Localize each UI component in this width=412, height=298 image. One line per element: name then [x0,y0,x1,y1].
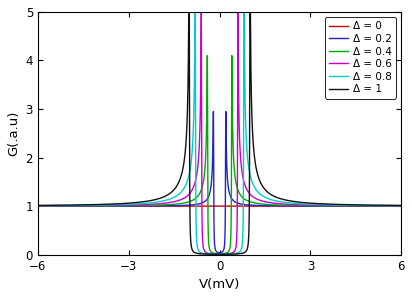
Δ = 1 [269,193,274,196]
Δ = 0.6 [35,204,40,208]
Δ = 1 [399,204,404,207]
Δ = 0.4 [35,204,40,208]
Δ = 0.8 [35,204,40,207]
Δ = 0 [126,204,131,208]
X-axis label: V(mV): V(mV) [199,278,240,291]
Δ = 1 [296,200,301,204]
Δ = 0.2 [269,204,274,207]
Δ = 0.4 [126,204,131,207]
Δ = 0.4 [217,252,222,255]
Δ = 0.2 [296,204,301,208]
Δ = 0.6 [217,252,222,256]
Δ = 1 [207,252,212,256]
Δ = 0.8 [217,252,222,256]
Line: Δ = 0.8: Δ = 0.8 [38,12,401,254]
Δ = 0.6 [269,201,274,204]
Δ = 0 [35,204,40,208]
Δ = 0.6 [399,204,404,208]
Δ = 0 [399,204,404,208]
Δ = 0.8 [269,198,274,201]
Δ = 1 [217,252,222,256]
Line: Δ = 0.2: Δ = 0.2 [38,111,401,253]
Δ = 1 [255,173,260,176]
Δ = 0.4 [375,204,380,208]
Δ = 0.8 [255,190,260,194]
Δ = 0.2 [211,110,216,113]
Δ = 0.8 [399,204,404,207]
Δ = 0.6 [296,203,301,207]
Δ = 0.4 [207,248,212,252]
Δ = 0.6 [255,198,260,201]
Δ = 0.2 [217,251,222,254]
Legend: Δ = 0, Δ = 0.2, Δ = 0.4, Δ = 0.6, Δ = 0.8, Δ = 1: Δ = 0, Δ = 0.2, Δ = 0.4, Δ = 0.6, Δ = 0.… [325,17,396,99]
Δ = 1 [375,204,380,207]
Δ = 0.2 [399,204,404,208]
Δ = 0.8 [126,203,131,206]
Δ = 1 [186,10,191,14]
Δ = 0 [296,204,301,208]
Δ = 0 [375,204,380,208]
Line: Δ = 0.4: Δ = 0.4 [38,56,401,254]
Δ = 0.6 [375,204,380,208]
Δ = 0.2 [35,204,40,208]
Δ = 0.2 [255,204,260,207]
Δ = 0.8 [207,252,212,256]
Line: Δ = 0.6: Δ = 0.6 [38,12,401,254]
Δ = 0.2 [126,204,131,208]
Δ = 0.4 [399,204,404,208]
Δ = 0.6 [199,10,204,14]
Δ = 1 [126,201,131,205]
Δ = 0.6 [207,252,212,255]
Δ = 0.4 [269,203,274,207]
Δ = 0.4 [296,204,301,207]
Line: Δ = 1: Δ = 1 [38,12,401,254]
Δ = 0.2 [375,204,380,208]
Δ = 0.6 [126,203,131,207]
Δ = 0.8 [296,202,301,205]
Δ = 0 [255,204,260,208]
Δ = 0.2 [207,191,212,195]
Y-axis label: G(.a.u): G(.a.u) [7,111,20,156]
Δ = 0.4 [205,54,210,58]
Δ = 1 [35,204,40,207]
Δ = 0.8 [192,10,197,14]
Δ = 0 [269,204,274,208]
Δ = 0.8 [375,204,380,207]
Δ = 0 [207,204,212,208]
Δ = 0.4 [255,202,260,205]
